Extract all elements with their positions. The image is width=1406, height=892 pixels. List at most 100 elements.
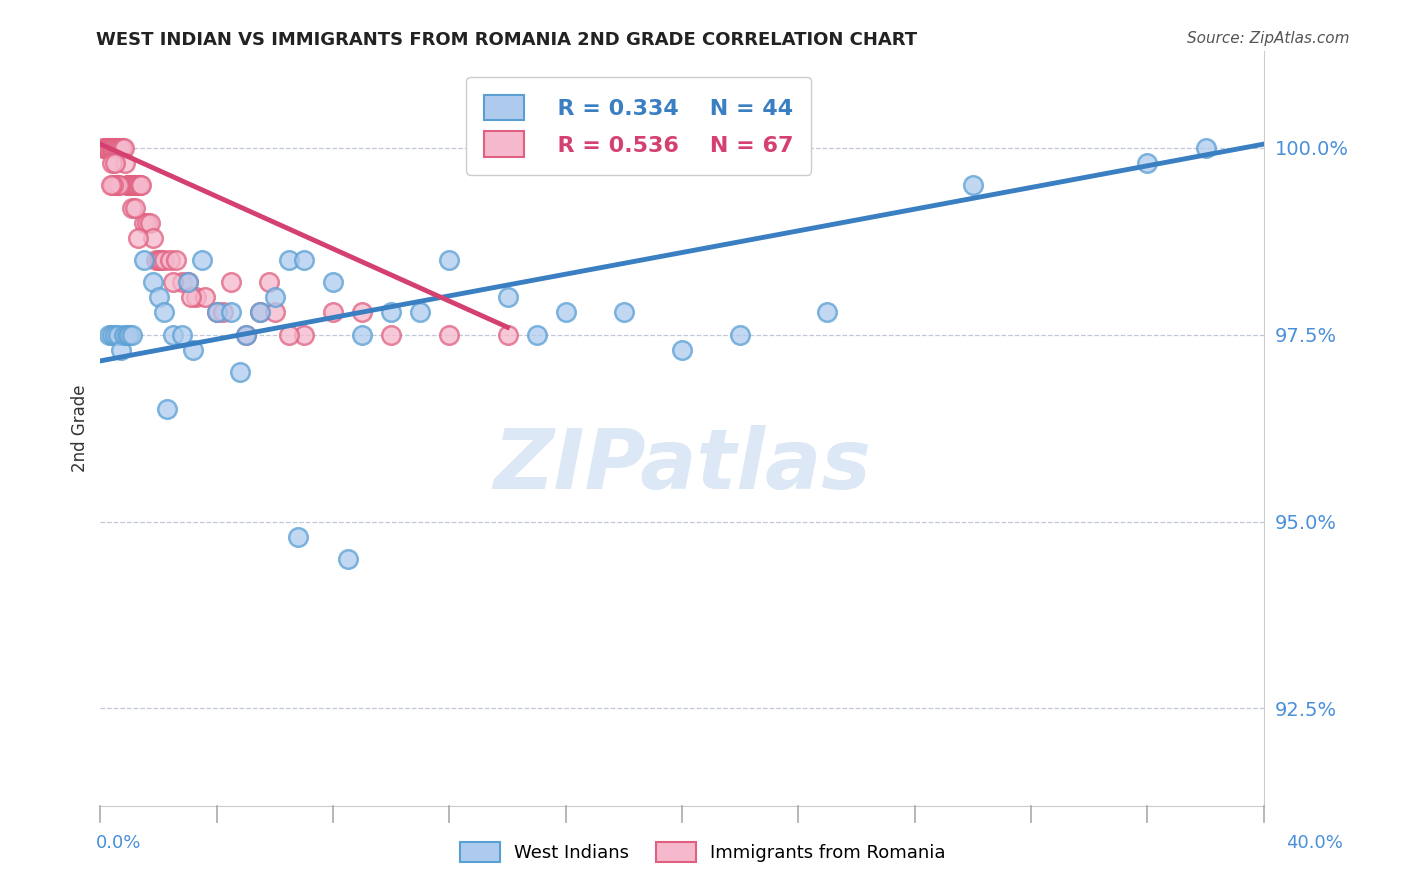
Point — [322, 276, 344, 290]
Point — [132, 252, 155, 267]
Point — [263, 305, 285, 319]
Point — [162, 276, 184, 290]
Point — [278, 327, 301, 342]
Point — [263, 290, 285, 304]
Point — [150, 252, 173, 267]
Point — [159, 252, 181, 267]
Point — [104, 327, 127, 342]
Point — [127, 178, 149, 193]
Point — [191, 252, 214, 267]
Point — [100, 141, 122, 155]
Point — [439, 327, 461, 342]
Point — [98, 327, 121, 342]
Point — [125, 178, 148, 193]
Point — [352, 327, 374, 342]
Point — [439, 252, 461, 267]
Point — [278, 252, 301, 267]
Point — [118, 178, 141, 193]
Point — [121, 201, 143, 215]
Point — [118, 327, 141, 342]
Point — [235, 327, 257, 342]
Point — [104, 156, 127, 170]
Point — [153, 252, 176, 267]
Text: 40.0%: 40.0% — [1286, 834, 1343, 852]
Point — [115, 327, 138, 342]
Point — [336, 552, 359, 566]
Point — [124, 201, 146, 215]
Point — [526, 327, 548, 342]
Point — [122, 178, 145, 193]
Point — [135, 216, 157, 230]
Point — [124, 178, 146, 193]
Point — [1136, 156, 1159, 170]
Point — [114, 156, 136, 170]
Point — [257, 276, 280, 290]
Point — [728, 327, 751, 342]
Point — [409, 305, 432, 319]
Point — [112, 327, 135, 342]
Point — [103, 141, 125, 155]
Point — [380, 327, 402, 342]
Point — [613, 305, 636, 319]
Point — [156, 402, 179, 417]
Point — [352, 305, 374, 319]
Point — [139, 216, 162, 230]
Point — [179, 290, 201, 304]
Point — [117, 178, 139, 193]
Legend:   R = 0.334    N = 44,   R = 0.536    N = 67: R = 0.334 N = 44, R = 0.536 N = 67 — [467, 77, 811, 175]
Point — [1194, 141, 1216, 155]
Point — [108, 141, 131, 155]
Point — [176, 276, 198, 290]
Point — [145, 252, 167, 267]
Point — [100, 178, 122, 193]
Point — [165, 252, 187, 267]
Point — [194, 290, 217, 304]
Point — [107, 178, 129, 193]
Point — [554, 305, 576, 319]
Point — [127, 230, 149, 244]
Point — [98, 141, 121, 155]
Point — [205, 305, 228, 319]
Point — [170, 327, 193, 342]
Point — [205, 305, 228, 319]
Point — [817, 305, 839, 319]
Point — [496, 327, 519, 342]
Point — [292, 327, 315, 342]
Point — [219, 305, 242, 319]
Point — [101, 156, 124, 170]
Point — [101, 141, 124, 155]
Point — [132, 216, 155, 230]
Text: 0.0%: 0.0% — [96, 834, 141, 852]
Point — [292, 252, 315, 267]
Point — [380, 305, 402, 319]
Point — [105, 178, 128, 193]
Point — [211, 305, 233, 319]
Point — [105, 141, 128, 155]
Point — [322, 305, 344, 319]
Point — [249, 305, 271, 319]
Point — [153, 305, 176, 319]
Point — [287, 530, 309, 544]
Point — [121, 327, 143, 342]
Point — [108, 178, 131, 193]
Point — [671, 343, 693, 357]
Point — [142, 276, 165, 290]
Point — [148, 290, 170, 304]
Point — [120, 178, 142, 193]
Point — [107, 141, 129, 155]
Y-axis label: 2nd Grade: 2nd Grade — [72, 384, 89, 472]
Point — [110, 141, 132, 155]
Point — [186, 290, 208, 304]
Point — [110, 343, 132, 357]
Point — [129, 178, 152, 193]
Point — [96, 141, 118, 155]
Point — [91, 141, 114, 155]
Point — [121, 178, 143, 193]
Point — [183, 343, 205, 357]
Point — [235, 327, 257, 342]
Point — [101, 327, 124, 342]
Point — [128, 178, 150, 193]
Point — [142, 230, 165, 244]
Point — [104, 141, 127, 155]
Point — [962, 178, 984, 193]
